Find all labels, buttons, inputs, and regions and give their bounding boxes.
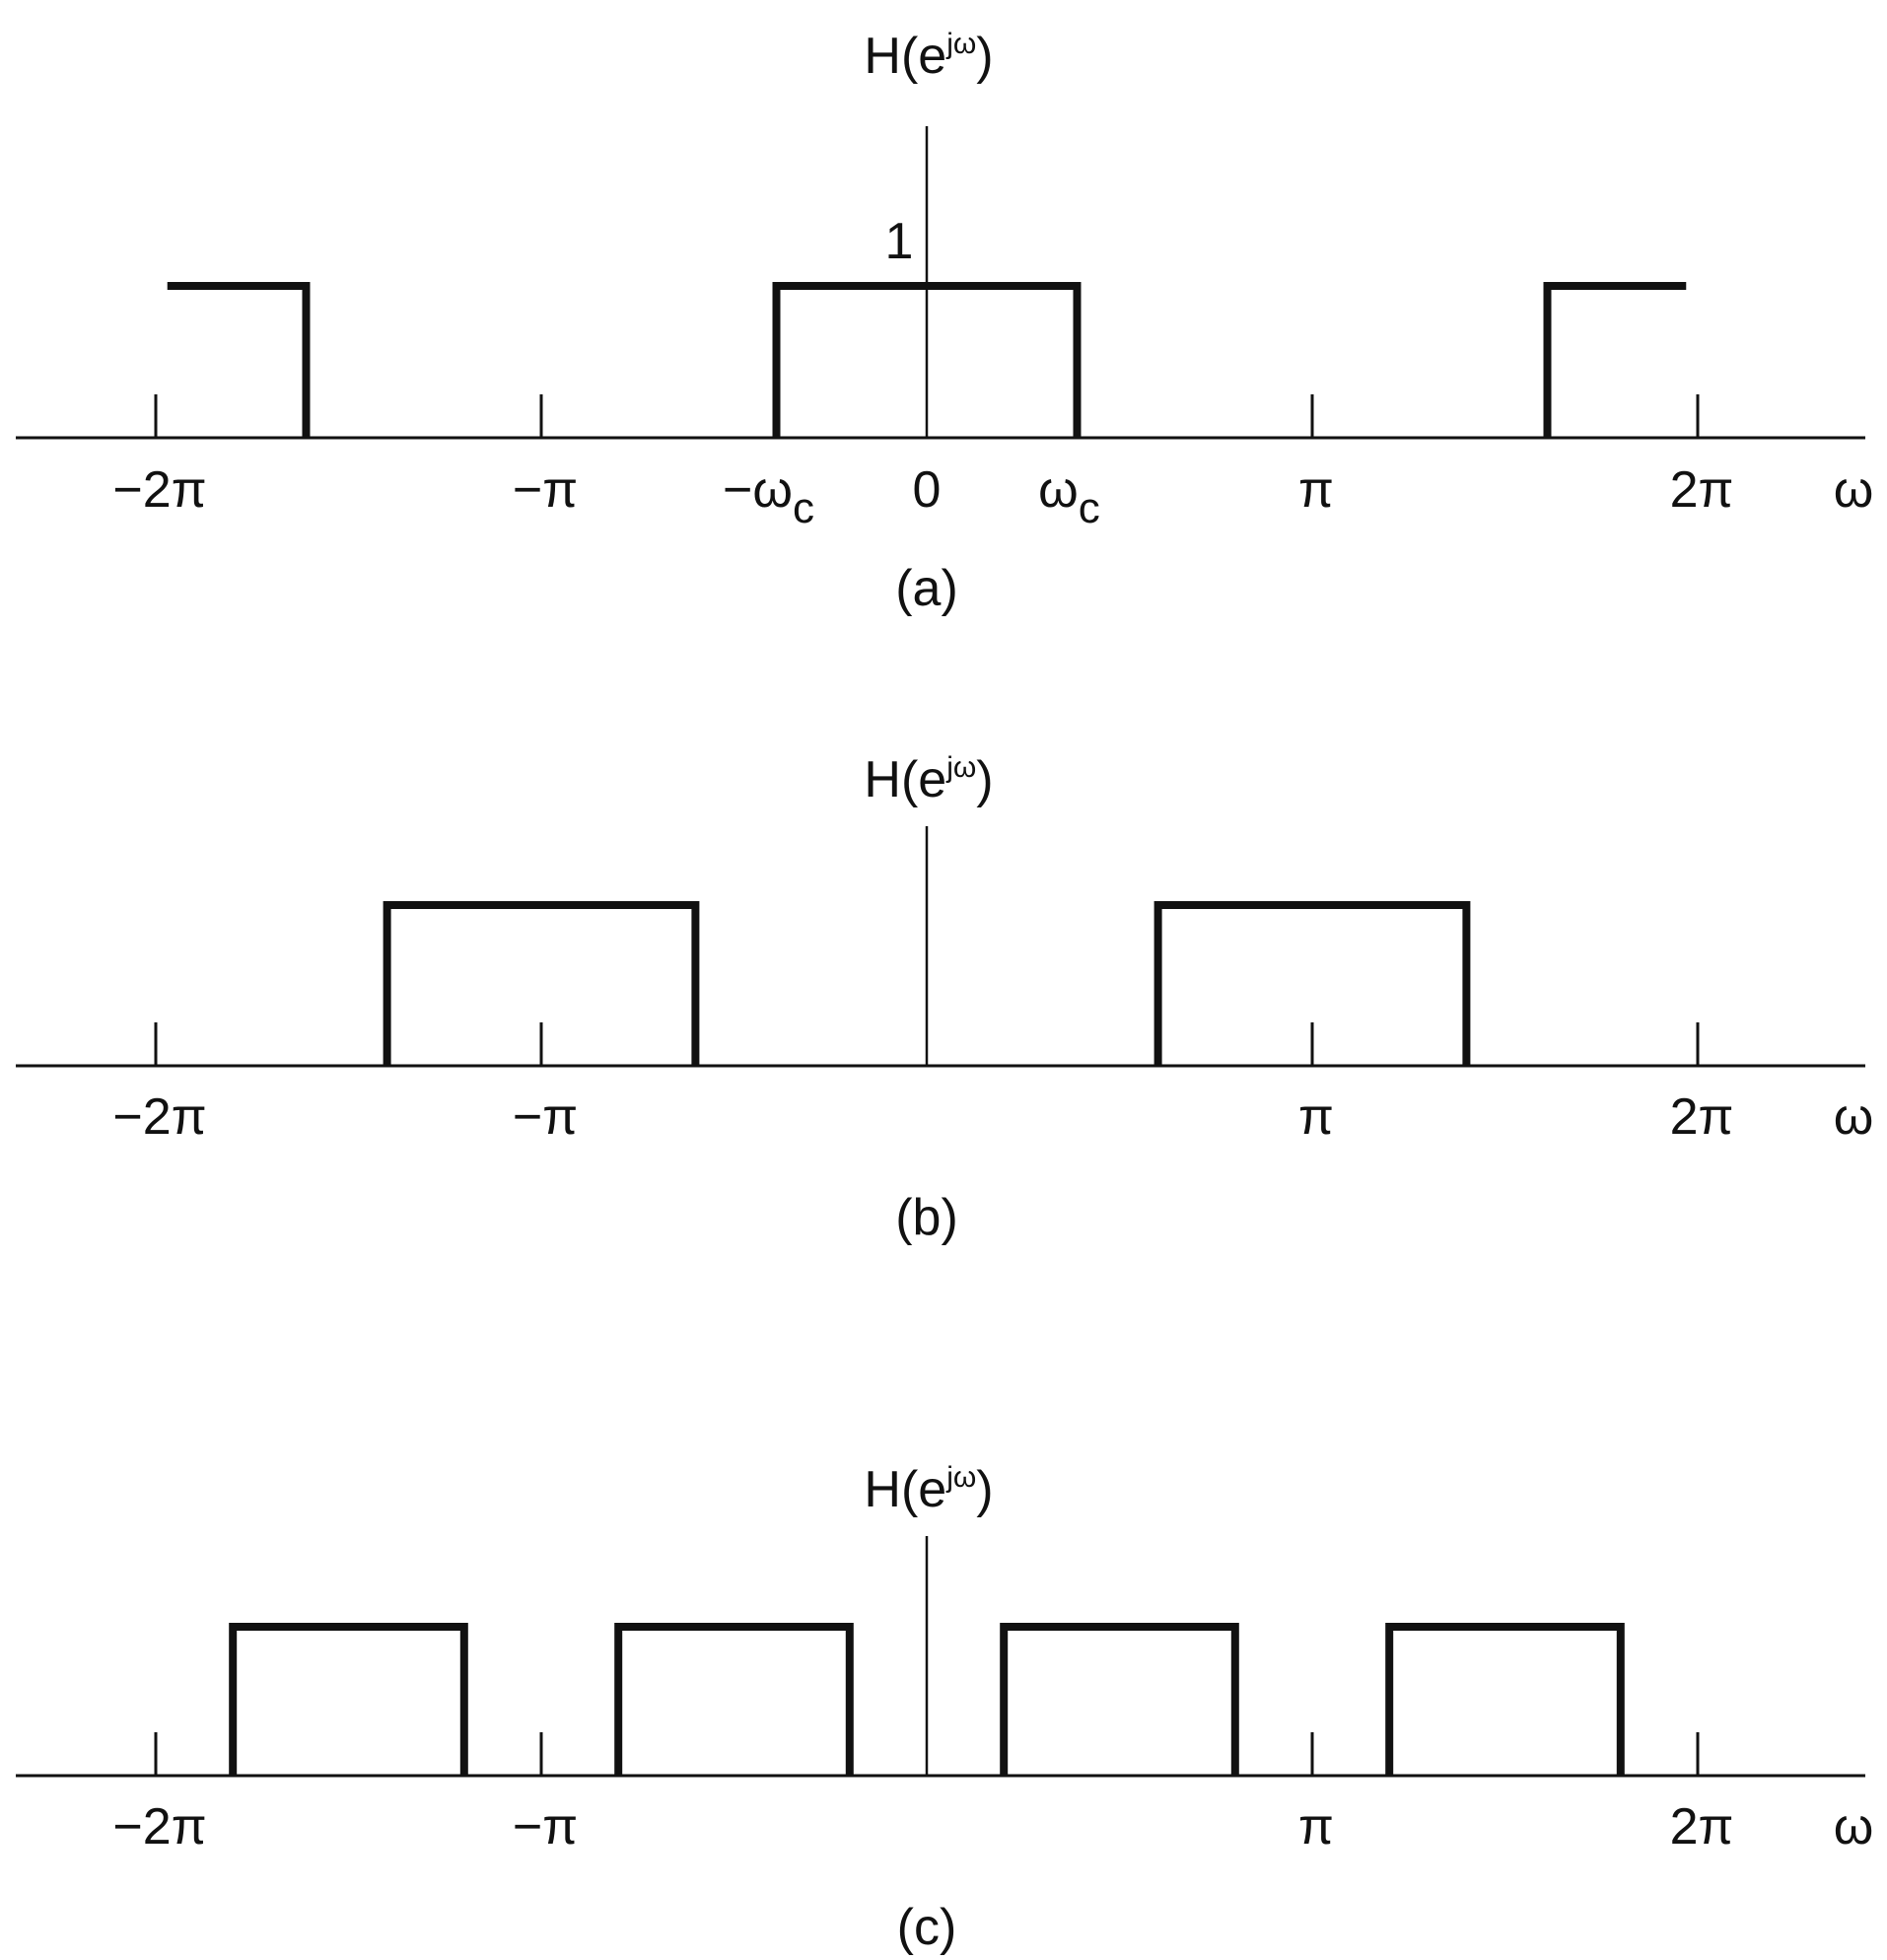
- tick-label: −π: [513, 1088, 578, 1146]
- tick-label: 2π: [1670, 1798, 1734, 1855]
- panel-caption: (b): [895, 1189, 958, 1246]
- panel-caption: (c): [897, 1899, 957, 1956]
- tick-label: −2π: [112, 1088, 206, 1146]
- tick-label: −π: [513, 461, 578, 519]
- passband: [772, 282, 1082, 438]
- tick-label: −2π: [112, 1798, 206, 1855]
- panel-caption: (a): [895, 560, 958, 617]
- special-label: 0: [913, 461, 942, 519]
- passband: [614, 1623, 854, 1776]
- special-label: ωc: [1038, 461, 1100, 532]
- passband: [229, 1623, 468, 1776]
- passband: [383, 901, 700, 1066]
- passband: [1543, 282, 1687, 438]
- passband: [1385, 1623, 1625, 1776]
- amplitude-one-label: 1: [885, 213, 914, 270]
- tick-label: π: [1298, 1088, 1334, 1146]
- panel-a: H(ejω) 1 −2π −π π 2π −ωc 0 ωc ω (a): [16, 28, 1873, 617]
- h-axis-title: H(ejω): [864, 751, 993, 808]
- tick-label: π: [1298, 461, 1334, 519]
- h-axis-title: H(ejω): [864, 28, 993, 85]
- tick-label: 2π: [1670, 1088, 1734, 1146]
- h-axis-title: H(ejω): [864, 1461, 993, 1518]
- panel-c: H(ejω) −2π −π π 2π ω (c): [16, 1461, 1873, 1956]
- passband: [1153, 901, 1471, 1066]
- omega-axis-label: ω: [1834, 1088, 1874, 1146]
- tick-label: −π: [513, 1798, 578, 1855]
- special-label: −ωc: [723, 461, 814, 532]
- passband: [167, 282, 311, 438]
- tick-label: 2π: [1670, 461, 1734, 519]
- omega-axis-label: ω: [1834, 1798, 1874, 1855]
- passband: [1000, 1623, 1239, 1776]
- tick-label: π: [1298, 1798, 1334, 1855]
- omega-axis-label: ω: [1834, 461, 1874, 519]
- tick-label: −2π: [112, 461, 206, 519]
- panel-b: H(ejω) −2π −π π 2π ω (b): [16, 751, 1873, 1246]
